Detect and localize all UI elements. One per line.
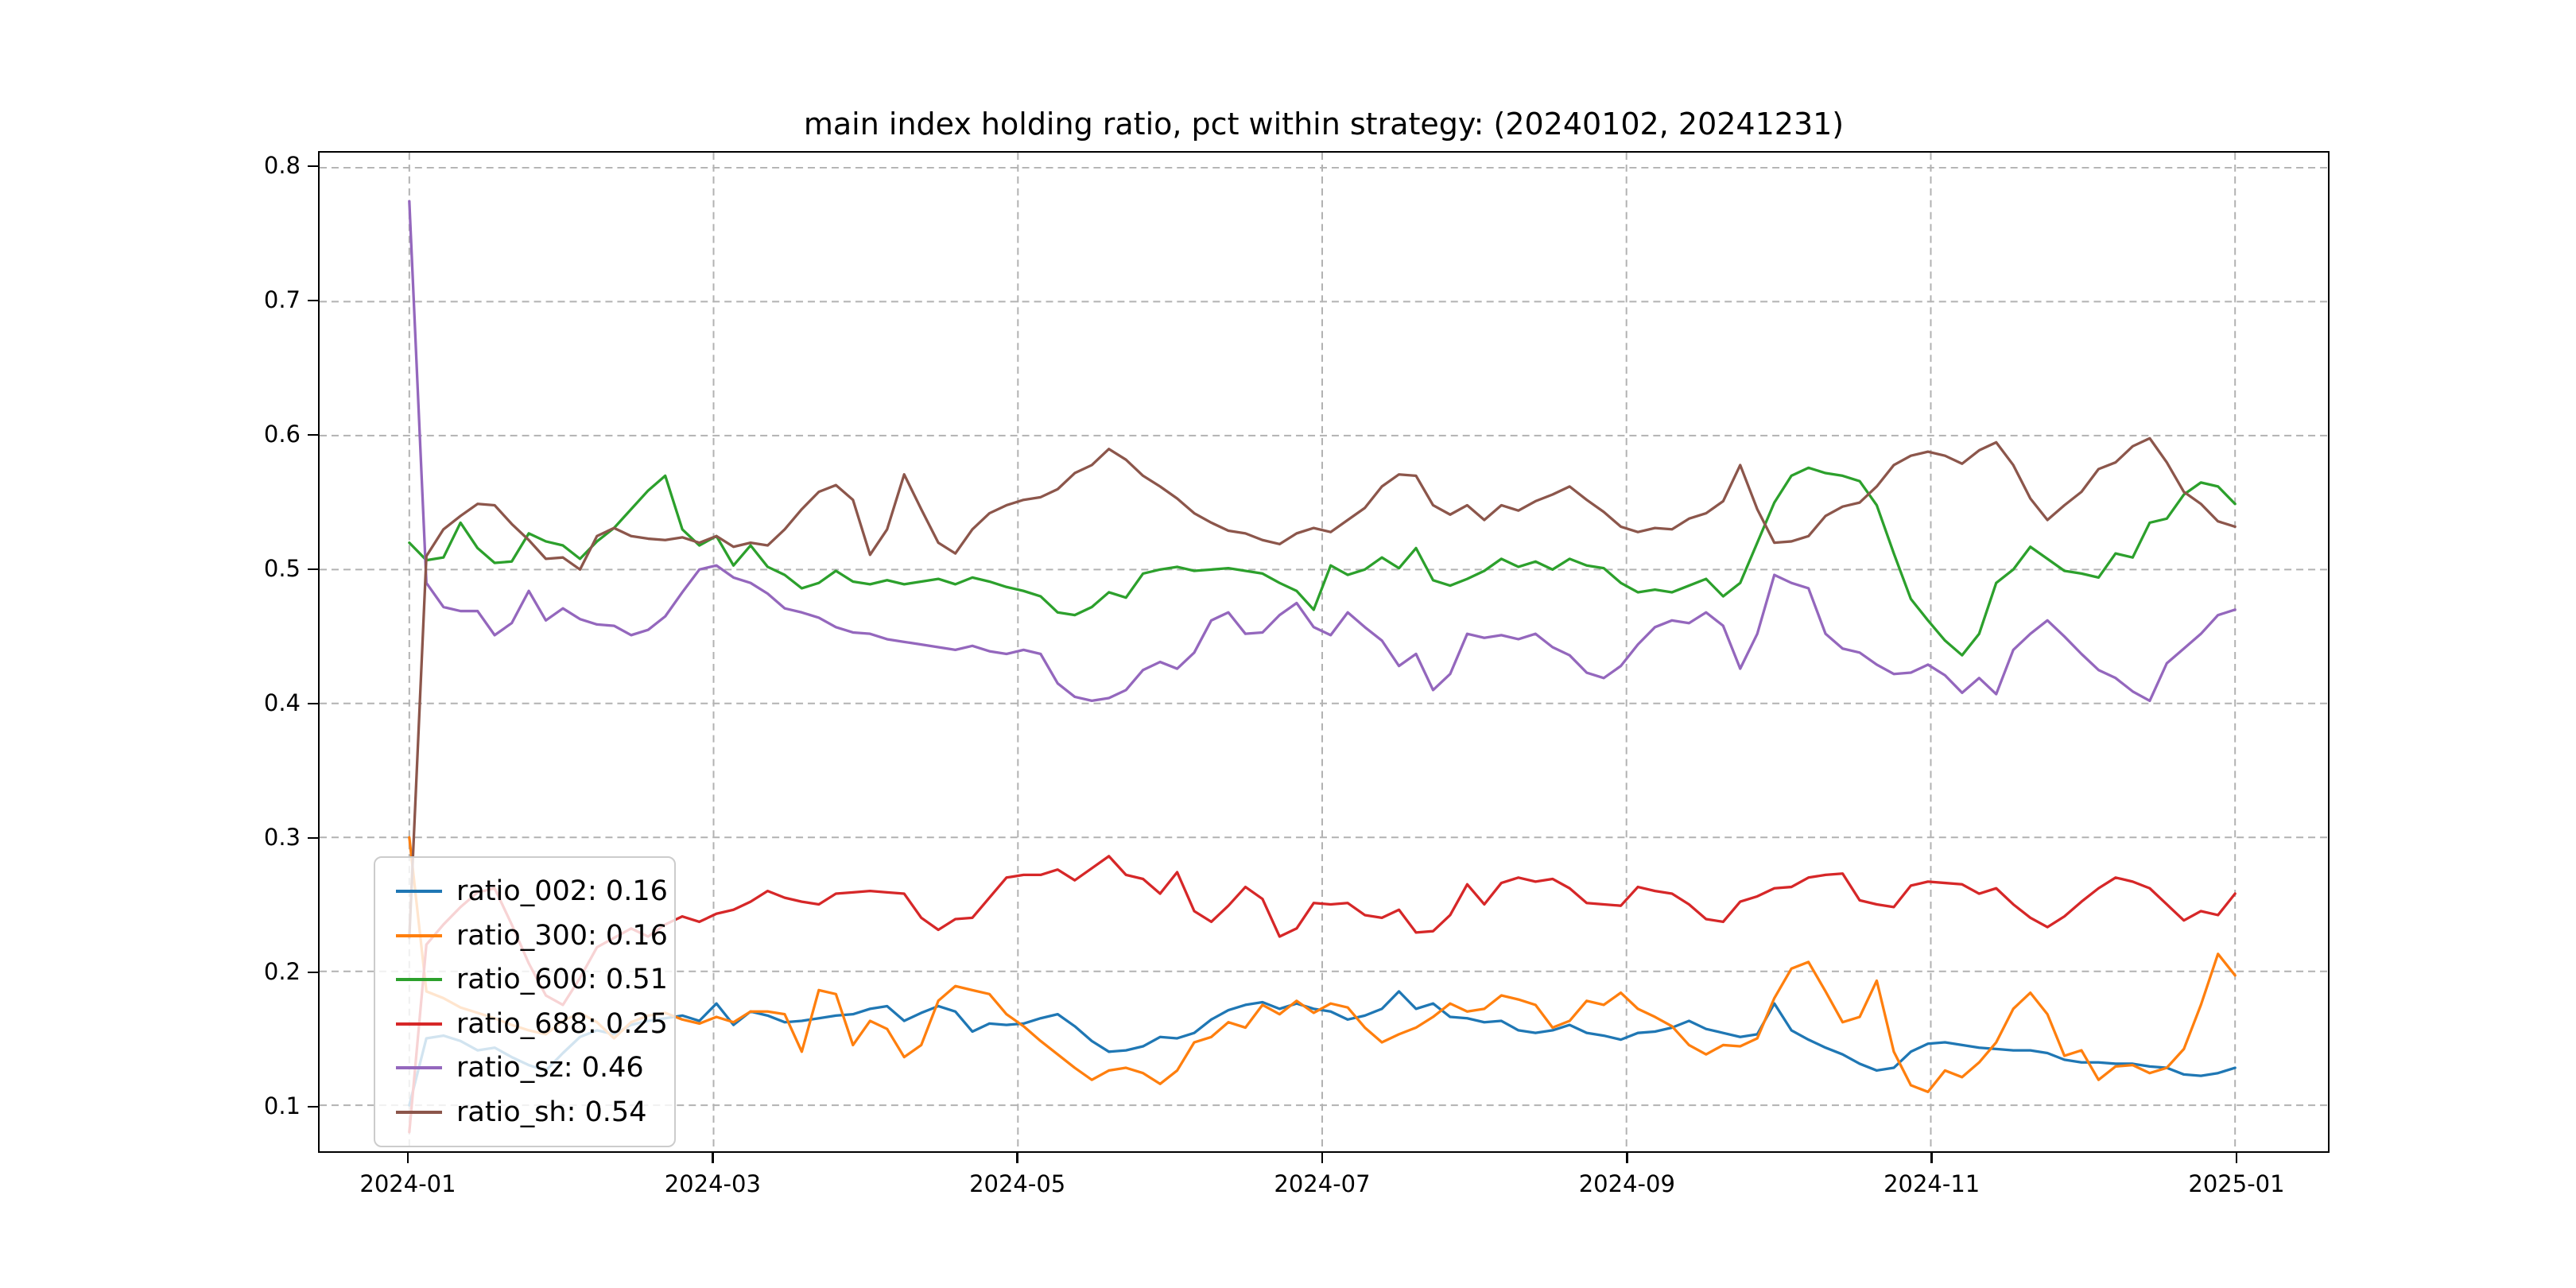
chart-title: main index holding ratio, pct within str… <box>803 107 1845 142</box>
x-tick-mark <box>1626 1153 1628 1163</box>
series-line-ratio_sz <box>408 200 2237 703</box>
y-tick-label: 0.6 <box>263 421 301 448</box>
x-tick-mark <box>2235 1153 2238 1163</box>
x-tick-label: 2024-03 <box>664 1170 761 1197</box>
legend-label-ratio_688: ratio_688: 0.25 <box>456 1007 668 1040</box>
legend-row: ratio_002: 0.16 <box>396 875 668 907</box>
legend-row: ratio_sz: 0.46 <box>396 1052 654 1084</box>
y-tick-label: 0.5 <box>263 555 301 582</box>
y-tick-label: 0.8 <box>263 152 301 179</box>
x-tick-label: 2024-07 <box>1274 1170 1371 1197</box>
x-tick-label: 2024-09 <box>1578 1170 1675 1197</box>
x-tick-label: 2024-01 <box>359 1170 456 1197</box>
y-tick-mark <box>308 971 318 974</box>
y-tick-label: 0.4 <box>263 689 301 716</box>
x-tick-mark <box>1321 1153 1324 1163</box>
x-tick-label: 2025-01 <box>2188 1170 2285 1197</box>
legend: ratio_002: 0.16 ratio_300: 0.16 ratio_600:… <box>374 856 676 1147</box>
x-tick-mark <box>1930 1153 1933 1163</box>
series-line-ratio_sh <box>408 436 2237 940</box>
y-tick-mark <box>308 568 318 571</box>
legend-swatch-ratio_002 <box>396 890 442 893</box>
y-tick-label: 0.1 <box>263 1092 301 1119</box>
legend-row: ratio_sh: 0.54 <box>396 1096 654 1128</box>
legend-swatch-ratio_sh <box>396 1110 442 1114</box>
x-tick-label: 2024-11 <box>1884 1170 1980 1197</box>
y-tick-mark <box>308 165 318 168</box>
legend-label-ratio_300: ratio_300: 0.16 <box>456 919 668 952</box>
series-line-ratio_300 <box>408 836 2237 1093</box>
legend-row: ratio_600: 0.51 <box>396 964 668 995</box>
legend-label-ratio_sh: ratio_sh: 0.54 <box>456 1096 647 1128</box>
legend-swatch-ratio_688 <box>396 1022 442 1026</box>
legend-label-ratio_sz: ratio_sz: 0.46 <box>456 1052 644 1084</box>
x-tick-mark <box>712 1153 714 1163</box>
series-line-ratio_002 <box>408 990 2237 1107</box>
x-tick-mark <box>1016 1153 1018 1163</box>
y-tick-mark <box>308 1105 318 1108</box>
legend-swatch-ratio_sz <box>396 1066 442 1070</box>
series-line-ratio_688 <box>408 855 2237 1134</box>
y-tick-label: 0.2 <box>263 958 301 985</box>
y-tick-mark <box>308 836 318 840</box>
x-tick-label: 2024-05 <box>969 1170 1066 1197</box>
legend-swatch-ratio_600 <box>396 978 442 982</box>
y-tick-mark <box>308 702 318 705</box>
legend-row: ratio_688: 0.25 <box>396 1008 668 1040</box>
y-tick-label: 0.7 <box>263 286 301 313</box>
y-tick-mark <box>308 299 318 302</box>
plot-canvas <box>320 153 2328 1151</box>
x-tick-mark <box>406 1153 409 1163</box>
legend-label-ratio_600: ratio_600: 0.51 <box>456 964 668 996</box>
legend-swatch-ratio_300 <box>396 933 442 937</box>
legend-label-ratio_002: ratio_002: 0.16 <box>456 875 668 907</box>
legend-row: ratio_300: 0.16 <box>396 920 668 952</box>
y-tick-label: 0.3 <box>263 824 301 851</box>
y-tick-mark <box>308 433 318 436</box>
